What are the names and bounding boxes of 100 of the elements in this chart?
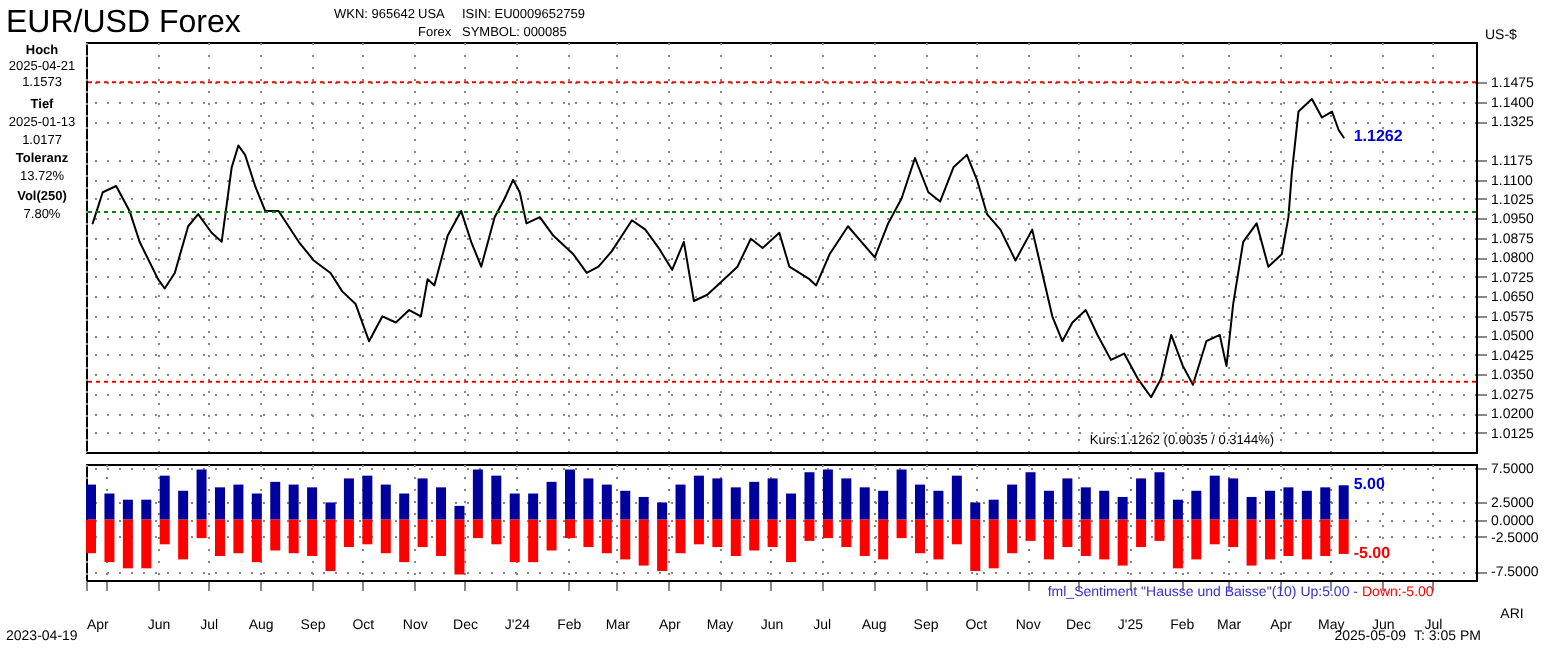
bar <box>1320 487 1331 520</box>
bar <box>1080 487 1091 520</box>
bar <box>1025 519 1036 541</box>
bar <box>1172 519 1183 569</box>
bar <box>399 519 410 563</box>
bar <box>417 519 428 548</box>
bar <box>933 519 944 560</box>
bar <box>270 519 281 551</box>
bar <box>1099 519 1110 560</box>
bar <box>288 519 299 554</box>
bar <box>472 519 483 539</box>
bar <box>786 493 797 520</box>
bar <box>472 469 483 520</box>
bar <box>1043 519 1054 560</box>
bar <box>601 519 612 554</box>
bar <box>288 484 299 520</box>
bar <box>159 519 170 545</box>
bar <box>841 519 852 548</box>
bar <box>1099 490 1110 520</box>
bar <box>528 493 539 520</box>
bar <box>196 519 207 539</box>
bar <box>104 493 115 520</box>
bar <box>1283 519 1294 556</box>
bar <box>325 519 336 572</box>
bar <box>214 487 225 520</box>
annotation: 1.1262 <box>1353 127 1404 146</box>
bar <box>1283 487 1294 520</box>
bar <box>270 481 281 520</box>
bar <box>822 469 833 520</box>
bar <box>399 493 410 520</box>
bar <box>915 484 925 520</box>
bar <box>693 519 704 545</box>
bar <box>417 478 428 520</box>
bar <box>1136 519 1147 548</box>
bar <box>1191 490 1202 520</box>
bar <box>657 502 668 520</box>
bar <box>436 519 447 556</box>
bar <box>859 519 870 556</box>
bar <box>104 519 115 563</box>
bar <box>214 519 225 556</box>
bar <box>454 519 465 575</box>
bar <box>1172 499 1183 520</box>
bar <box>1007 519 1018 554</box>
bar <box>822 519 833 539</box>
bar <box>1117 496 1128 520</box>
bar <box>1246 519 1257 566</box>
bar <box>528 519 539 563</box>
bar <box>307 487 318 520</box>
bar <box>1265 490 1276 520</box>
bar <box>1209 519 1220 545</box>
bar <box>233 484 244 520</box>
bar <box>1043 490 1054 520</box>
bar <box>380 519 391 554</box>
bar <box>620 490 631 520</box>
line-series <box>91 98 1345 399</box>
bar <box>988 499 999 520</box>
bar <box>141 519 152 569</box>
bar <box>638 496 649 520</box>
bar <box>601 484 612 520</box>
annotation: 5.00 <box>1353 475 1386 494</box>
bar <box>730 487 741 520</box>
bar <box>564 469 575 520</box>
bar <box>675 484 686 520</box>
bar <box>878 519 889 560</box>
bar <box>343 478 354 520</box>
bar <box>1301 490 1312 520</box>
bar <box>380 484 391 520</box>
bar <box>1228 478 1239 520</box>
bar <box>251 519 262 563</box>
bar <box>951 475 962 520</box>
bar <box>159 475 170 520</box>
bar <box>546 481 557 520</box>
bar <box>1136 478 1147 520</box>
bar <box>896 469 907 520</box>
bar <box>1080 519 1091 556</box>
bar <box>1154 519 1165 541</box>
bar <box>1154 472 1165 520</box>
bar <box>1062 478 1073 520</box>
bar <box>178 519 189 560</box>
bar <box>988 519 999 569</box>
bar <box>1301 519 1312 560</box>
bar <box>122 499 133 520</box>
bar <box>620 519 631 560</box>
bar <box>178 490 189 520</box>
bar <box>804 472 815 520</box>
bar <box>970 519 981 572</box>
bar <box>951 519 962 545</box>
bar <box>970 502 981 520</box>
bar <box>1246 496 1257 520</box>
bar <box>1228 519 1239 548</box>
bar <box>896 519 907 539</box>
bar <box>564 519 575 539</box>
bar <box>509 493 520 520</box>
bar <box>767 478 778 520</box>
bar <box>712 519 723 548</box>
bar <box>251 493 262 520</box>
bar <box>638 519 649 566</box>
bar <box>86 519 97 554</box>
bar <box>233 519 244 554</box>
bar <box>730 519 741 556</box>
